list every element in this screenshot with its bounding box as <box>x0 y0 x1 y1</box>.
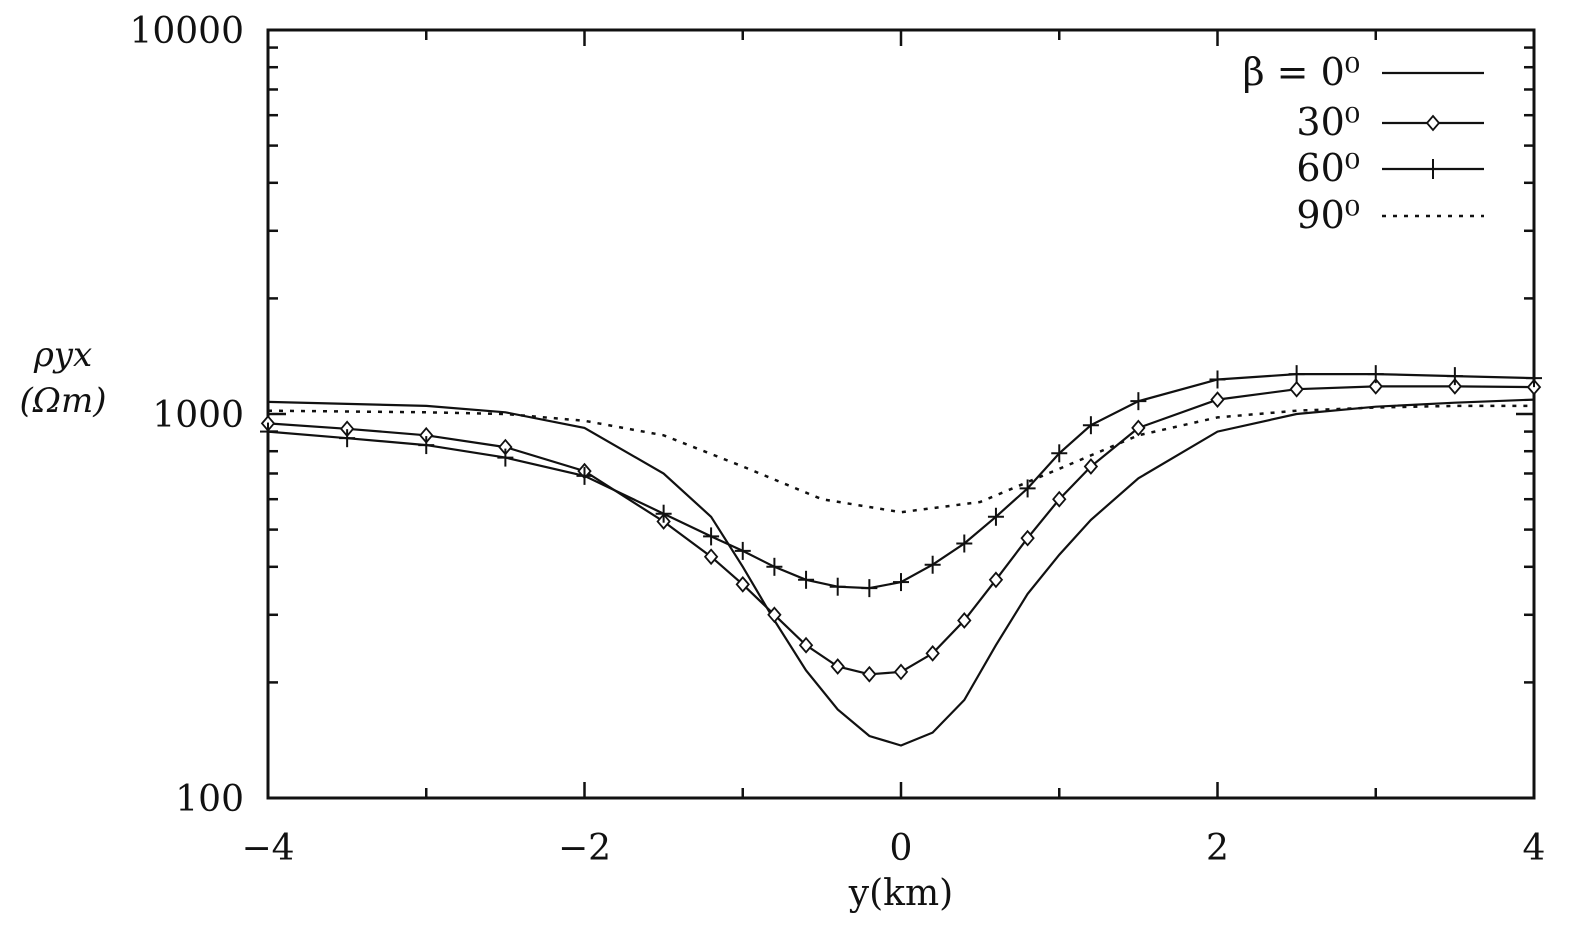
data-point-plus <box>1526 369 1542 388</box>
data-point-plus <box>924 555 941 574</box>
x-tick-label: 2 <box>1206 828 1229 869</box>
series-line <box>267 398 1535 747</box>
data-point-plus <box>1288 365 1305 384</box>
data-point-plus <box>497 448 514 467</box>
data-point-diamond <box>988 571 1004 589</box>
series-2 <box>260 365 1542 598</box>
y-axis-label-unit: (Ωm) <box>19 381 107 421</box>
data-point-plus <box>339 429 356 448</box>
legend-label: 30⁰ <box>1296 100 1360 144</box>
data-point-diamond <box>1447 378 1463 395</box>
x-tick-labels: −4 −2 0 2 4 <box>241 828 1545 869</box>
data-point-plus <box>766 557 783 576</box>
data-point-plus <box>893 573 909 592</box>
data-point-plus <box>1019 479 1036 498</box>
data-point-plus <box>829 577 846 596</box>
data-point-diamond <box>830 658 845 675</box>
y-tick-label: 100 <box>175 779 244 820</box>
data-point-diamond <box>735 575 750 593</box>
data-point-plus <box>956 534 973 553</box>
data-point-diamond <box>1289 380 1304 398</box>
data-point-diamond <box>862 665 877 683</box>
series-line <box>267 404 1534 514</box>
data-point-plus <box>1130 392 1147 411</box>
data-point-diamond <box>893 663 909 681</box>
tick-marks <box>266 28 1536 800</box>
x-tick-label: 0 <box>890 828 913 869</box>
data-point-diamond <box>1131 419 1146 437</box>
data-point-diamond <box>798 636 814 654</box>
series-3 <box>267 404 1534 514</box>
series-layer <box>260 365 1542 747</box>
data-point-diamond <box>925 645 940 662</box>
data-point-plus <box>418 436 435 455</box>
legend-marker-diamond <box>1425 114 1441 132</box>
data-point-plus <box>703 527 720 546</box>
data-point-plus <box>1082 416 1099 435</box>
y-axis-label: ρyx (Ωm) <box>8 332 118 424</box>
data-point-diamond <box>703 548 719 566</box>
x-tick-label: 4 <box>1523 828 1546 869</box>
x-axis-label: y(km) <box>848 873 953 914</box>
data-point-plus <box>987 507 1004 526</box>
series-line <box>267 373 1535 590</box>
legend-label: β = 0⁰ <box>1243 50 1360 94</box>
legend-label: 90⁰ <box>1296 193 1360 237</box>
y-tick-label: 10000 <box>129 11 244 52</box>
x-tick-label: −4 <box>241 828 294 869</box>
data-point-plus <box>1209 370 1226 389</box>
legend-label: 60⁰ <box>1296 146 1360 190</box>
data-point-diamond <box>957 612 972 629</box>
data-point-plus <box>798 570 815 589</box>
data-point-diamond <box>1052 490 1067 508</box>
data-point-plus <box>655 504 672 523</box>
data-point-plus <box>861 579 878 598</box>
data-point-plus <box>1051 444 1068 463</box>
x-tick-label: −2 <box>558 828 611 869</box>
data-point-diamond <box>1368 378 1383 395</box>
y-axis-label-symbol: ρyx <box>33 335 93 375</box>
data-point-diamond <box>1083 458 1099 475</box>
series-0 <box>267 398 1535 747</box>
series-line <box>267 385 1535 676</box>
data-point-plus <box>576 466 593 485</box>
y-tick-label: 1000 <box>152 395 244 436</box>
data-point-plus <box>260 422 276 441</box>
data-point-plus <box>734 541 751 560</box>
y-tick-labels: 100 1000 10000 <box>129 11 244 820</box>
data-point-diamond <box>1020 529 1035 547</box>
data-point-plus <box>1446 367 1463 386</box>
data-point-diamond <box>767 606 782 624</box>
series-1 <box>260 378 1542 683</box>
data-point-diamond <box>1210 391 1225 409</box>
data-point-plus <box>1367 365 1384 384</box>
